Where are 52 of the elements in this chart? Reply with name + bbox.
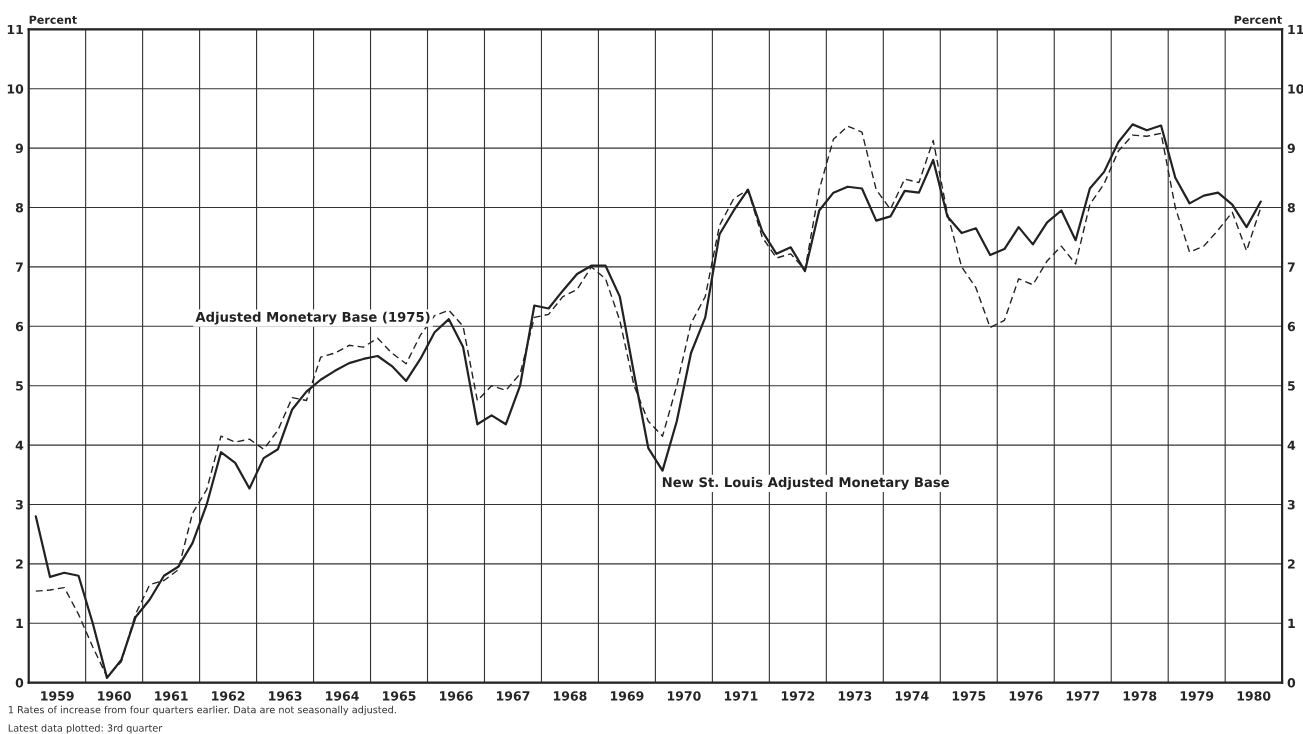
y2-tick-label: 9 xyxy=(1287,143,1295,154)
y-tick-label: 6 xyxy=(15,321,24,332)
y2-tick-label: 5 xyxy=(1287,381,1295,391)
y2-tick-label: 10 xyxy=(1288,84,1303,94)
y2-axis-title: Percent xyxy=(1234,15,1282,24)
y2-tick-label: 1 xyxy=(1288,618,1295,628)
x-tick-label: 1972 xyxy=(781,691,815,701)
y-tick-label: 10 xyxy=(7,84,24,94)
x-tick-label: 1977 xyxy=(1066,691,1100,701)
x-tick-label: 1970 xyxy=(667,691,701,701)
y-tick-label: 9 xyxy=(15,143,24,154)
x-tick-label: 1962 xyxy=(212,691,245,701)
x-tick-label: 1978 xyxy=(1123,691,1157,701)
text: 1 Rates of increase from four quarters earlier. Data are not seasonally adjusted. xyxy=(8,705,396,716)
x-tick-label: 1971 xyxy=(724,691,758,701)
y-axis-title: Percent xyxy=(29,15,77,24)
y2-tick-label: 0 xyxy=(1287,678,1296,688)
y-tick-label: 4 xyxy=(15,440,24,450)
x-tick-label: 1963 xyxy=(269,691,302,701)
y-tick-label: 7 xyxy=(15,262,23,272)
x-tick-label: 1975 xyxy=(952,691,986,701)
series-label: New St. Louis Adjusted Monetary Base xyxy=(662,476,949,490)
x-tick-label: 1959 xyxy=(41,691,74,701)
y-tick-label: 3 xyxy=(15,499,23,510)
y-tick-label: 11 xyxy=(7,25,23,35)
x-tick-label: 1979 xyxy=(1180,691,1214,701)
x-tick-label: 1961 xyxy=(155,691,188,701)
x-tick-label: 1967 xyxy=(496,691,530,701)
y-tick-label: 0 xyxy=(15,678,24,688)
y2-tick-label: 11 xyxy=(1288,25,1303,35)
y2-tick-label: 8 xyxy=(1287,202,1295,213)
x-tick-label: 1980 xyxy=(1237,691,1271,701)
x-tick-label: 1976 xyxy=(1009,691,1043,701)
y-tick-label: 8 xyxy=(15,202,24,213)
text: Latest data plotted: 3rd quarter xyxy=(8,724,163,734)
y2-tick-label: 4 xyxy=(1287,440,1296,450)
x-tick-label: 1966 xyxy=(440,691,473,701)
y2-tick-label: 3 xyxy=(1287,499,1295,510)
x-tick-label: 1964 xyxy=(326,691,359,701)
series-label: Adjusted Monetary Base (1975) xyxy=(195,311,430,325)
x-tick-label: 1973 xyxy=(838,691,872,701)
x-tick-label: 1968 xyxy=(553,691,587,701)
x-tick-label: 1965 xyxy=(383,691,416,701)
y-tick-label: 1 xyxy=(16,618,23,628)
y-tick-label: 2 xyxy=(16,559,23,569)
x-tick-label: 1969 xyxy=(610,691,644,701)
y2-tick-label: 7 xyxy=(1287,262,1295,272)
y-tick-label: 5 xyxy=(16,381,23,391)
x-tick-label: 1974 xyxy=(895,691,929,701)
y2-tick-label: 2 xyxy=(1288,559,1295,569)
x-tick-label: 1960 xyxy=(98,691,131,701)
y2-tick-label: 6 xyxy=(1287,321,1296,332)
